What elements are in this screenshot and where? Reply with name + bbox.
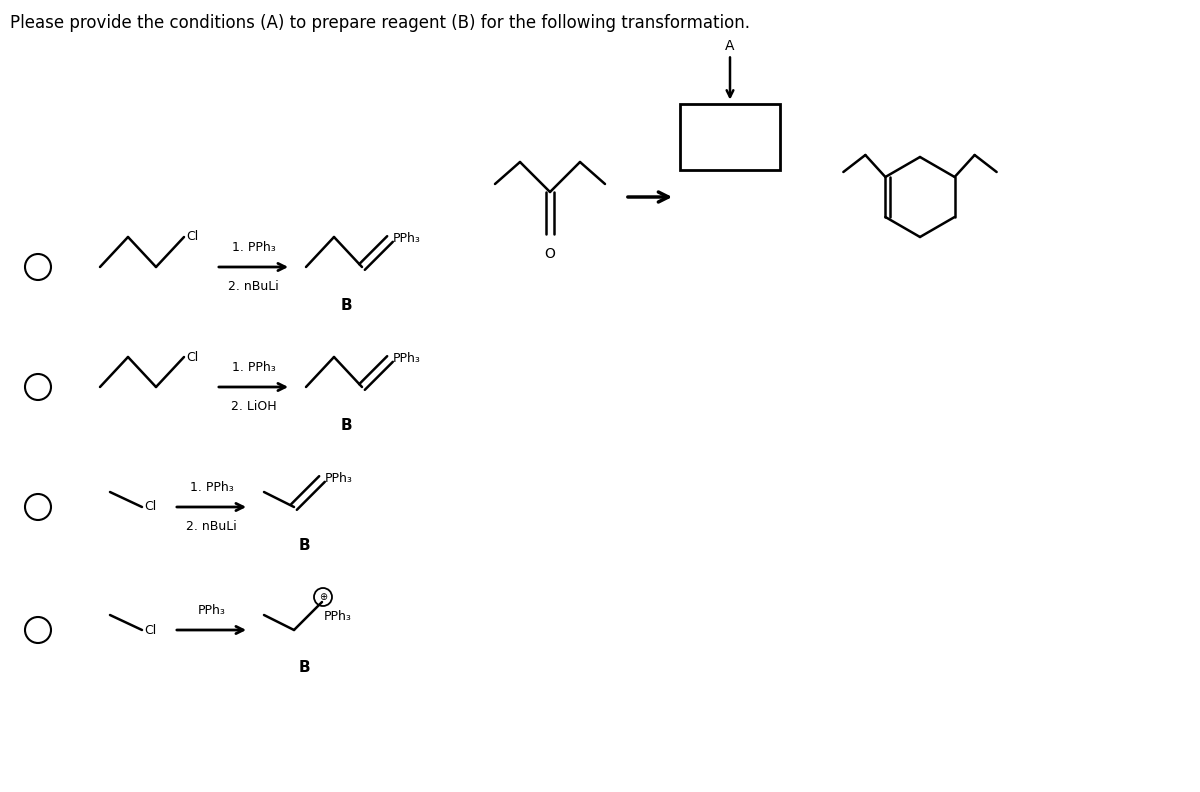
Text: O: O <box>545 247 556 261</box>
Text: Cl: Cl <box>186 351 198 364</box>
Text: PPh₃: PPh₃ <box>198 604 226 617</box>
Text: B: B <box>340 417 352 432</box>
Text: B: B <box>724 128 737 146</box>
Text: PPh₃: PPh₃ <box>392 352 421 365</box>
Text: B: B <box>298 661 310 676</box>
Text: Please provide the conditions (A) to prepare reagent (B) for the following trans: Please provide the conditions (A) to pre… <box>10 14 750 32</box>
Text: Cl: Cl <box>144 623 156 637</box>
Text: 1. PPh₃: 1. PPh₃ <box>232 361 275 374</box>
Text: ⊕: ⊕ <box>319 592 328 602</box>
Text: 2. ​nBuLi: 2. ​nBuLi <box>186 520 236 533</box>
Bar <box>680 105 780 169</box>
Text: PPh₃: PPh₃ <box>325 473 353 485</box>
Text: 2. ​nBuLi: 2. ​nBuLi <box>228 280 278 293</box>
Text: Cl: Cl <box>144 501 156 513</box>
Text: PPh₃: PPh₃ <box>324 610 352 623</box>
Text: PPh₃: PPh₃ <box>392 233 421 246</box>
Text: 2. LiOH: 2. LiOH <box>230 400 276 413</box>
Text: Cl: Cl <box>186 230 198 243</box>
Text: B: B <box>340 298 352 313</box>
Text: A: A <box>725 39 734 52</box>
Text: 1. PPh₃: 1. PPh₃ <box>190 481 233 494</box>
Text: 1. PPh₃: 1. PPh₃ <box>232 241 275 254</box>
Text: B: B <box>298 538 310 553</box>
